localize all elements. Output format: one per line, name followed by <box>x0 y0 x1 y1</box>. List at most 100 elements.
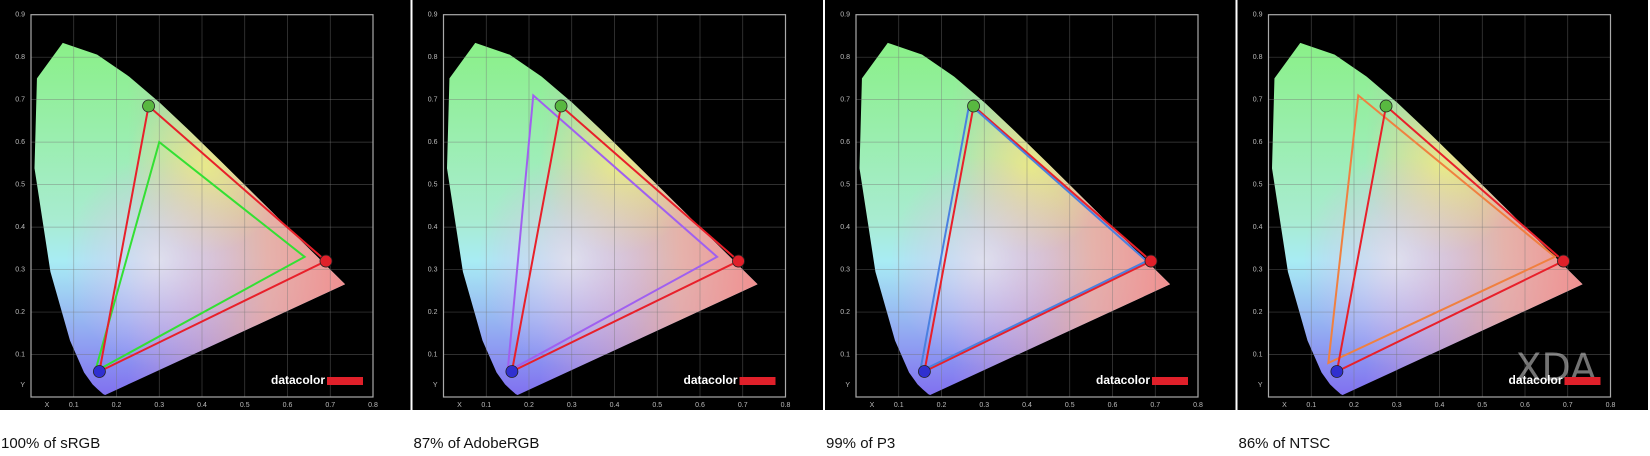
y-tick-label: 0.9 <box>840 12 850 19</box>
y-tick-label: 0.3 <box>840 266 850 273</box>
logo-bar <box>1152 377 1188 385</box>
y-tick-label: 0.3 <box>15 266 25 273</box>
primary-marker <box>1144 254 1158 268</box>
logo: datacolor <box>271 373 325 387</box>
x-tick-label: 0.7 <box>325 402 335 409</box>
x-tick-label: 0.1 <box>894 402 904 409</box>
x-tick-label: 0.2 <box>1349 402 1359 409</box>
x-tick-label: 0.5 <box>652 402 662 409</box>
x-tick-label: 0.4 <box>197 402 207 409</box>
gamut-triangle <box>1335 104 1566 374</box>
primary-marker <box>554 99 568 113</box>
primary-marker <box>1379 99 1393 113</box>
primary-marker <box>732 254 745 268</box>
x-tick-label: 0.4 <box>1022 402 1032 409</box>
y-axis-label: Y <box>20 382 25 389</box>
primary-marker <box>93 365 106 378</box>
x-tick-label: 0.8 <box>368 402 378 409</box>
gamut-triangle <box>510 104 741 374</box>
x-tick-label: 0.4 <box>1435 402 1445 409</box>
plot-frame <box>855 14 1199 398</box>
panel: 0.1 0.2 0.3 0.4 0.5 0.6 0.7 0.8 0.1 0.2 0.3 0.4 0.5 0… <box>0 0 411 410</box>
y-tick-label: 0.4 <box>428 224 438 231</box>
gamut-triangle <box>506 93 719 374</box>
y-tick-label: 0.6 <box>428 139 438 146</box>
x-axis-label: X <box>1282 402 1287 409</box>
gamut-triangle <box>98 104 328 374</box>
panel: 0.1 0.2 0.3 0.4 0.5 0.6 0.7 0.8 0.1 0.2 0.3 0.4 0.5 0… <box>412 0 823 410</box>
x-tick-label: 0.8 <box>781 402 791 409</box>
y-tick-label: 0.7 <box>15 96 25 103</box>
x-axis-label: X <box>457 402 462 409</box>
y-axis-label: Y <box>433 382 438 389</box>
y-tick-label: 0.1 <box>840 351 850 358</box>
y-tick-label: 0.7 <box>1253 96 1263 103</box>
y-tick-label: 0.4 <box>1253 224 1263 231</box>
y-tick-label: 0.5 <box>15 181 25 188</box>
y-tick-label: 0.8 <box>840 54 850 61</box>
x-tick-label: 0.3 <box>1392 402 1402 409</box>
x-tick-label: 0.5 <box>1065 402 1075 409</box>
x-tick-label: 0.5 <box>240 402 250 409</box>
x-tick-label: 0.4 <box>610 402 620 409</box>
y-tick-label: 0.5 <box>428 181 438 188</box>
primary-marker <box>319 254 333 268</box>
x-tick-label: 0.6 <box>695 402 705 409</box>
primary-marker <box>1557 254 1570 268</box>
y-tick-label: 0.8 <box>428 54 438 61</box>
x-tick-label: 0.7 <box>1150 402 1160 409</box>
y-tick-label: 0.2 <box>1253 309 1263 316</box>
x-tick-label: 0.7 <box>738 402 748 409</box>
x-tick-label: 0.1 <box>1306 402 1316 409</box>
y-tick-label: 0.9 <box>15 12 25 19</box>
plot-frame <box>1267 14 1612 398</box>
y-tick-label: 0.4 <box>15 224 25 231</box>
x-tick-label: 0.6 <box>1520 402 1530 409</box>
logo-bar <box>1564 377 1601 385</box>
y-tick-label: 0.2 <box>840 309 850 316</box>
y-tick-label: 0.9 <box>428 12 438 19</box>
primary-marker <box>505 365 519 378</box>
y-tick-label: 0.6 <box>840 139 850 146</box>
x-tick-label: 0.8 <box>1606 402 1616 409</box>
x-tick-label: 0.3 <box>154 402 164 409</box>
y-axis-label: Y <box>845 382 850 389</box>
logo: datacolor <box>1509 373 1563 387</box>
logo-bar <box>327 377 363 385</box>
x-tick-label: 0.1 <box>481 402 491 409</box>
y-tick-label: 0.1 <box>15 351 25 358</box>
y-tick-label: 0.6 <box>1253 139 1263 146</box>
logo-bar <box>739 377 776 385</box>
x-tick-label: 0.2 <box>524 402 534 409</box>
caption: 100% of sRGB <box>1 435 100 452</box>
gamut-triangle <box>93 140 307 374</box>
plot-frame <box>442 14 787 398</box>
y-tick-label: 0.7 <box>840 96 850 103</box>
x-tick-label: 0.1 <box>69 402 79 409</box>
y-tick-label: 0.5 <box>840 181 850 188</box>
y-tick-label: 0.7 <box>428 96 438 103</box>
y-tick-label: 0.3 <box>428 266 438 273</box>
gamut-triangle <box>1327 93 1557 365</box>
y-tick-label: 0.9 <box>1253 12 1263 19</box>
primary-marker <box>967 99 980 113</box>
primary-marker <box>918 365 931 378</box>
x-tick-label: 0.6 <box>1108 402 1118 409</box>
panel: 0.1 0.2 0.3 0.4 0.5 0.6 0.7 0.8 0.1 0.2 0.3 0.4 0.5 0… <box>825 0 1236 410</box>
y-tick-label: 0.3 <box>1253 266 1263 273</box>
x-axis-label: X <box>45 402 50 409</box>
x-tick-label: 0.7 <box>1563 402 1573 409</box>
x-tick-label: 0.3 <box>567 402 577 409</box>
caption: 87% of AdobeRGB <box>414 435 540 452</box>
caption: 86% of NTSC <box>1239 435 1331 452</box>
gamut-triangle <box>918 101 1149 374</box>
primary-marker <box>1330 365 1344 378</box>
y-tick-label: 0.2 <box>428 309 438 316</box>
x-tick-label: 0.5 <box>1477 402 1487 409</box>
y-tick-label: 0.4 <box>840 224 850 231</box>
y-tick-label: 0.6 <box>15 139 25 146</box>
x-tick-label: 0.3 <box>979 402 989 409</box>
y-tick-label: 0.2 <box>15 309 25 316</box>
